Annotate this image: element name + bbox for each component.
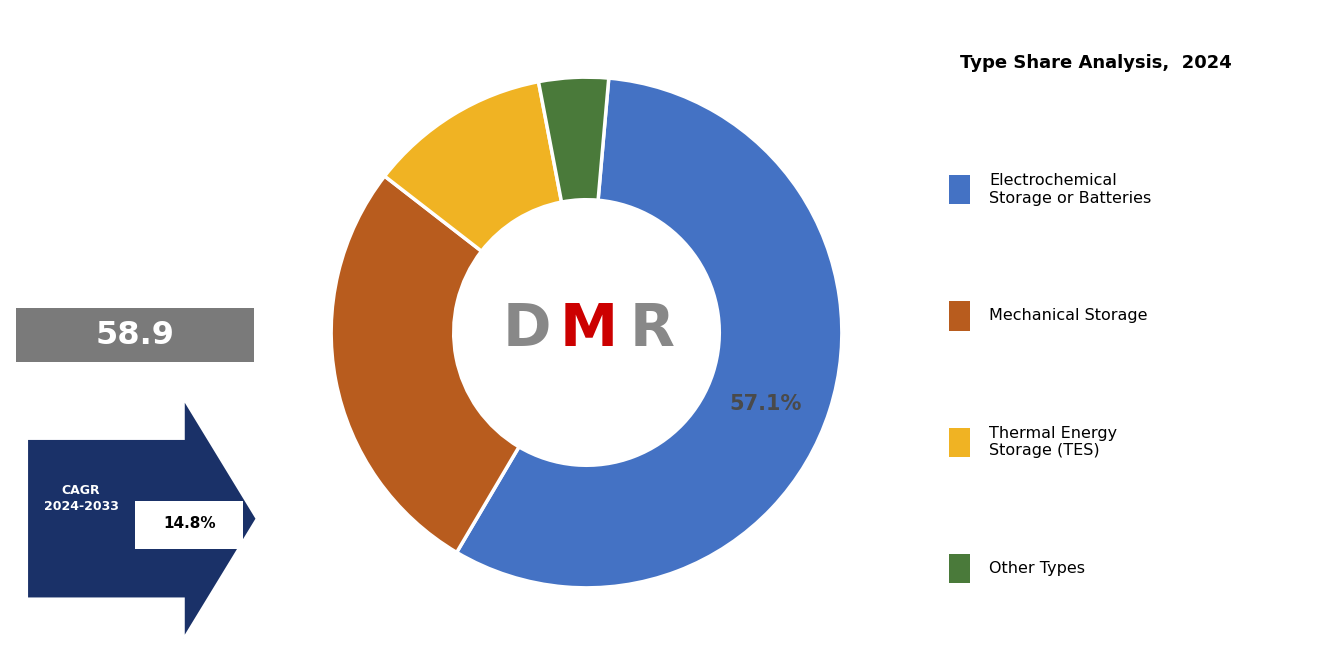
Text: 58.9: 58.9: [96, 320, 174, 350]
Wedge shape: [331, 176, 519, 553]
FancyBboxPatch shape: [949, 554, 970, 583]
Text: D: D: [502, 301, 551, 358]
Text: R: R: [629, 301, 673, 358]
Text: Other Types: Other Types: [990, 561, 1086, 576]
Wedge shape: [385, 82, 561, 251]
Text: Global Energy
Storage Market Size
(USD Billion), 2024: Global Energy Storage Market Size (USD B…: [47, 249, 223, 303]
Wedge shape: [456, 78, 842, 588]
Text: Dimension
Market
Research: Dimension Market Research: [57, 86, 214, 180]
Text: 57.1%: 57.1%: [729, 394, 801, 414]
Text: Type Share Analysis,  2024: Type Share Analysis, 2024: [961, 54, 1232, 72]
Text: 14.8%: 14.8%: [163, 516, 215, 531]
Wedge shape: [539, 77, 609, 202]
FancyBboxPatch shape: [949, 301, 970, 331]
Polygon shape: [26, 399, 257, 638]
Text: CAGR
2024-2033: CAGR 2024-2033: [43, 484, 119, 513]
Text: M: M: [560, 301, 618, 358]
Circle shape: [453, 200, 720, 466]
FancyBboxPatch shape: [16, 308, 254, 362]
FancyBboxPatch shape: [949, 175, 970, 204]
Text: Thermal Energy
Storage (TES): Thermal Energy Storage (TES): [990, 426, 1118, 458]
Text: Electrochemical
Storage or Batteries: Electrochemical Storage or Batteries: [990, 174, 1152, 205]
Text: Mechanical Storage: Mechanical Storage: [990, 309, 1148, 323]
FancyBboxPatch shape: [949, 428, 970, 457]
FancyBboxPatch shape: [136, 501, 243, 549]
